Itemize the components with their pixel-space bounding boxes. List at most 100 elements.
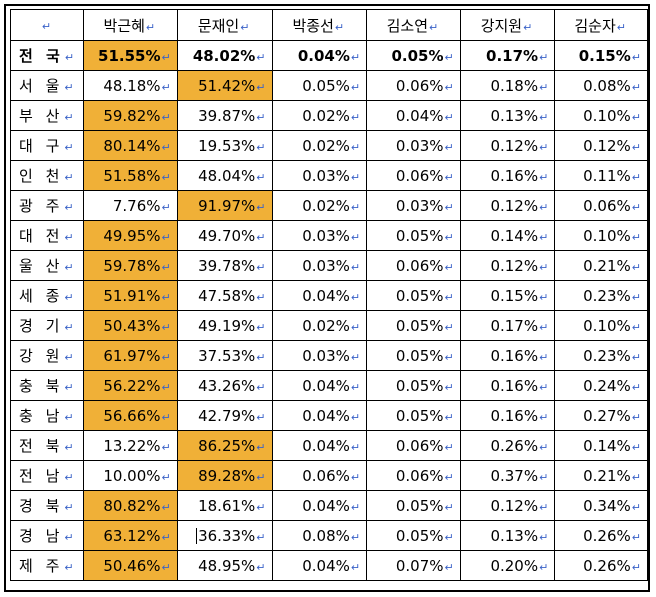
region-cell[interactable]: 서 울↵ — [10, 70, 84, 101]
value-cell[interactable]: 0.07%↵ — [366, 550, 461, 581]
value-cell[interactable]: 0.14%↵ — [554, 430, 648, 461]
value-cell[interactable]: 0.04%↵ — [271, 430, 368, 461]
value-cell[interactable]: 48.18%↵ — [82, 70, 178, 101]
value-cell[interactable]: 39.78%↵ — [176, 250, 273, 281]
value-cell[interactable]: 0.06%↵ — [554, 190, 648, 221]
value-cell[interactable]: 50.43%↵ — [82, 310, 178, 341]
value-cell[interactable]: 0.02%↵ — [271, 190, 368, 221]
value-cell[interactable]: 0.03%↵ — [271, 250, 368, 281]
value-cell[interactable]: 0.05%↵ — [366, 280, 461, 311]
value-cell[interactable]: 48.95%↵ — [176, 550, 273, 581]
value-cell[interactable]: 0.04%↵ — [271, 550, 368, 581]
value-cell[interactable]: 47.58%↵ — [176, 280, 273, 311]
value-cell[interactable]: 0.05%↵ — [366, 520, 461, 551]
value-cell[interactable]: 0.04%↵ — [271, 400, 368, 431]
value-cell[interactable]: 0.26%↵ — [554, 520, 648, 551]
value-cell[interactable]: 0.23%↵ — [554, 340, 648, 371]
header-cell[interactable]: 박근혜↵ — [82, 9, 178, 41]
value-cell[interactable]: 0.10%↵ — [554, 220, 648, 251]
value-cell[interactable]: 0.16%↵ — [459, 370, 556, 401]
value-cell[interactable]: 80.82%↵ — [82, 490, 178, 521]
value-cell[interactable]: 0.16%↵ — [459, 400, 556, 431]
value-cell[interactable]: 56.22%↵ — [82, 370, 178, 401]
value-cell[interactable]: 0.04%↵ — [271, 40, 368, 71]
value-cell[interactable]: 0.04%↵ — [271, 280, 368, 311]
value-cell[interactable]: 0.13%↵ — [459, 520, 556, 551]
value-cell[interactable]: 0.03%↵ — [271, 220, 368, 251]
region-cell[interactable]: 인 천↵ — [10, 160, 84, 191]
region-cell[interactable]: 대 구↵ — [10, 130, 84, 161]
value-cell[interactable]: 0.12%↵ — [554, 130, 648, 161]
region-cell[interactable]: 세 종↵ — [10, 280, 84, 311]
value-cell[interactable]: 51.58%↵ — [82, 160, 178, 191]
region-cell[interactable]: 경 남↵ — [10, 520, 84, 551]
value-cell[interactable]: 49.70%↵ — [176, 220, 273, 251]
value-cell[interactable]: 0.12%↵ — [459, 130, 556, 161]
value-cell[interactable]: 48.04%↵ — [176, 160, 273, 191]
value-cell[interactable]: 0.20%↵ — [459, 550, 556, 581]
value-cell[interactable]: 0.05%↵ — [366, 340, 461, 371]
region-cell[interactable]: 경 북↵ — [10, 490, 84, 521]
value-cell[interactable]: 43.26%↵ — [176, 370, 273, 401]
value-cell[interactable]: 0.03%↵ — [366, 190, 461, 221]
value-cell[interactable]: 0.06%↵ — [366, 460, 461, 491]
value-cell[interactable]: 0.04%↵ — [366, 100, 461, 131]
region-cell[interactable]: 울 산↵ — [10, 250, 84, 281]
value-cell[interactable]: 0.37%↵ — [459, 460, 556, 491]
value-cell[interactable]: 0.24%↵ — [554, 370, 648, 401]
value-cell[interactable]: 91.97%↵ — [176, 190, 273, 221]
value-cell[interactable]: 42.79%↵ — [176, 400, 273, 431]
value-cell[interactable]: 59.82%↵ — [82, 100, 178, 131]
region-cell[interactable]: 부 산↵ — [10, 100, 84, 131]
header-cell[interactable]: 문재인↵ — [176, 9, 273, 41]
value-cell[interactable]: 0.16%↵ — [459, 160, 556, 191]
value-cell[interactable]: 0.10%↵ — [554, 100, 648, 131]
region-cell[interactable]: 전 남↵ — [10, 460, 84, 491]
value-cell[interactable]: 0.08%↵ — [271, 520, 368, 551]
value-cell[interactable]: 49.19%↵ — [176, 310, 273, 341]
region-cell[interactable]: 충 남↵ — [10, 400, 84, 431]
header-cell[interactable]: 김소연↵ — [366, 9, 461, 41]
value-cell[interactable]: 0.23%↵ — [554, 280, 648, 311]
value-cell[interactable]: 13.22%↵ — [82, 430, 178, 461]
value-cell[interactable]: 89.28%↵ — [176, 460, 273, 491]
value-cell[interactable]: 49.95%↵ — [82, 220, 178, 251]
value-cell[interactable]: 51.42%↵ — [176, 70, 273, 101]
value-cell[interactable]: 59.78%↵ — [82, 250, 178, 281]
value-cell[interactable]: 0.15%↵ — [554, 40, 648, 71]
value-cell[interactable]: 0.04%↵ — [271, 490, 368, 521]
value-cell[interactable]: 0.06%↵ — [366, 430, 461, 461]
value-cell[interactable]: 0.21%↵ — [554, 460, 648, 491]
value-cell[interactable]: 63.12%↵ — [82, 520, 178, 551]
value-cell[interactable]: 0.17%↵ — [459, 40, 556, 71]
value-cell[interactable]: 0.12%↵ — [459, 250, 556, 281]
region-cell[interactable]: 경 기↵ — [10, 310, 84, 341]
value-cell[interactable]: 19.53%↵ — [176, 130, 273, 161]
value-cell[interactable]: 0.16%↵ — [459, 340, 556, 371]
value-cell[interactable]: 0.08%↵ — [554, 70, 648, 101]
value-cell[interactable]: 0.27%↵ — [554, 400, 648, 431]
value-cell[interactable]: 36.33%↵ — [176, 520, 273, 551]
header-cell[interactable]: 김순자↵ — [554, 9, 648, 41]
value-cell[interactable]: 7.76%↵ — [82, 190, 178, 221]
value-cell[interactable]: 0.26%↵ — [459, 430, 556, 461]
header-cell[interactable]: 강지원↵ — [459, 9, 556, 41]
value-cell[interactable]: 39.87%↵ — [176, 100, 273, 131]
value-cell[interactable]: 0.02%↵ — [271, 130, 368, 161]
value-cell[interactable]: 0.13%↵ — [459, 100, 556, 131]
region-cell[interactable]: 제 주↵ — [10, 550, 84, 581]
value-cell[interactable]: 0.02%↵ — [271, 100, 368, 131]
header-cell[interactable]: 박종선↵ — [271, 9, 368, 41]
value-cell[interactable]: 0.04%↵ — [271, 370, 368, 401]
value-cell[interactable]: 0.11%↵ — [554, 160, 648, 191]
value-cell[interactable]: 0.10%↵ — [554, 310, 648, 341]
region-cell[interactable]: 광 주↵ — [10, 190, 84, 221]
value-cell[interactable]: 0.05%↵ — [366, 400, 461, 431]
value-cell[interactable]: 0.18%↵ — [459, 70, 556, 101]
value-cell[interactable]: 0.05%↵ — [366, 40, 461, 71]
value-cell[interactable]: 56.66%↵ — [82, 400, 178, 431]
value-cell[interactable]: 37.53%↵ — [176, 340, 273, 371]
value-cell[interactable]: 0.05%↵ — [366, 220, 461, 251]
value-cell[interactable]: 0.06%↵ — [366, 250, 461, 281]
value-cell[interactable]: 0.05%↵ — [366, 490, 461, 521]
